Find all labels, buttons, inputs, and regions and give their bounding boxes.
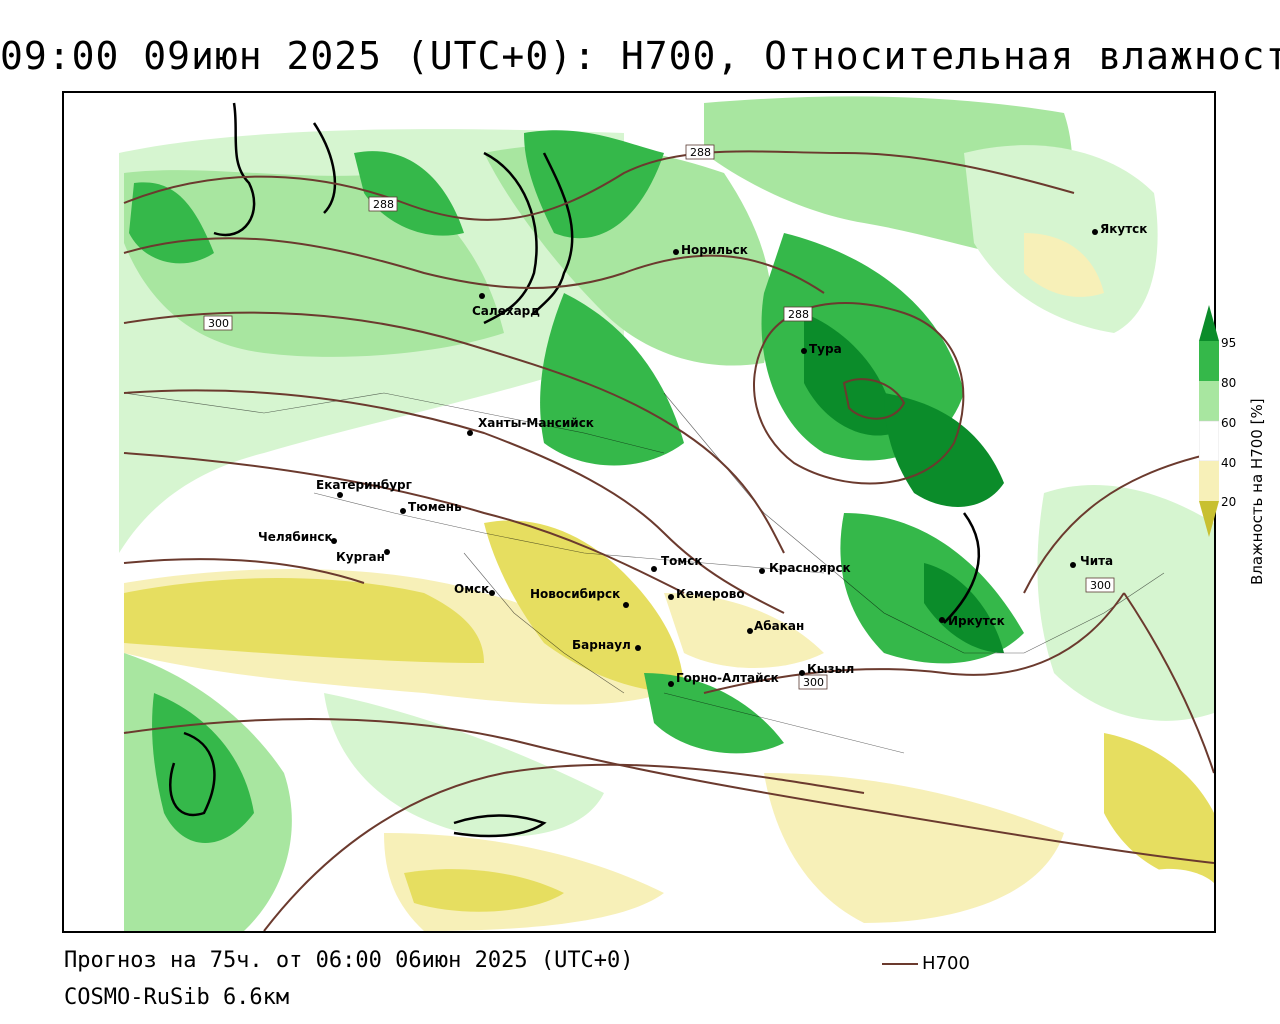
colorbar-tick: 95: [1221, 336, 1236, 350]
city-omsk: Омск: [454, 582, 495, 596]
colorbar-tick: 60: [1221, 416, 1236, 430]
svg-text:Красноярск: Красноярск: [769, 561, 851, 575]
city-gorno-altaysk: Горно-Алтайск: [668, 671, 779, 687]
colorbar-tick: 80: [1221, 376, 1236, 390]
svg-text:300: 300: [208, 317, 229, 330]
svg-text:Салехард: Салехард: [472, 304, 540, 318]
svg-text:Курган: Курган: [336, 550, 385, 564]
contour-legend: H700: [882, 953, 970, 974]
map-canvas: 288 288 300 288 300 300 Якутск Норильск …: [64, 93, 1214, 931]
svg-text:300: 300: [803, 676, 824, 689]
city-barnaul: Барнаул: [572, 638, 641, 652]
svg-text:300: 300: [1090, 579, 1111, 592]
colorbar-tick: 40: [1221, 456, 1236, 470]
svg-text:288: 288: [788, 308, 809, 321]
svg-text:Иркутск: Иркутск: [948, 614, 1005, 628]
city-chelyabinsk: Челябинск: [258, 530, 337, 544]
svg-text:Екатеринбург: Екатеринбург: [316, 478, 412, 492]
city-norilsk: Норильск: [673, 243, 748, 257]
svg-text:Чита: Чита: [1080, 554, 1113, 568]
map-title: 09:00 09июн 2025 (UTC+0): H700, Относите…: [0, 34, 1280, 78]
model-name: COSMO-RuSib 6.6км: [64, 985, 289, 1010]
contour-label-1: 288: [686, 145, 714, 159]
svg-text:Омск: Омск: [454, 582, 489, 596]
contour-label-2: 288: [369, 197, 397, 211]
colorbar-label: Влажность на H700 [%]: [1248, 398, 1266, 585]
svg-text:Барнаул: Барнаул: [572, 638, 631, 652]
svg-text:Норильск: Норильск: [681, 243, 748, 257]
svg-text:Челябинск: Челябинск: [258, 530, 333, 544]
city-kemerovo: Кемерово: [668, 587, 745, 601]
humidity-colorbar: [1199, 305, 1219, 545]
svg-text:Томск: Томск: [661, 554, 703, 568]
forecast-info: Прогноз на 75ч. от 06:00 06июн 2025 (UTC…: [64, 948, 634, 973]
contour-legend-label: H700: [922, 953, 970, 974]
city-abakan: Абакан: [747, 619, 804, 634]
svg-text:Ханты-Мансийск: Ханты-Мансийск: [478, 416, 594, 430]
contour-label-6: 300: [799, 675, 827, 689]
svg-text:Якутск: Якутск: [1100, 222, 1147, 236]
city-kyzyl: Кызыл: [799, 662, 854, 676]
city-krasnoyarsk: Красноярск: [759, 561, 851, 575]
city-kurgan: Курган: [336, 549, 390, 564]
city-yakutsk: Якутск: [1092, 222, 1147, 236]
svg-text:288: 288: [373, 198, 394, 211]
svg-text:Тюмень: Тюмень: [408, 500, 462, 514]
city-tyumen: Тюмень: [400, 500, 462, 514]
colorbar-tick: 20: [1221, 495, 1236, 509]
contour-label-4: 288: [784, 307, 812, 321]
svg-text:Кызыл: Кызыл: [807, 662, 854, 676]
svg-text:Новосибирск: Новосибирск: [530, 587, 620, 601]
svg-text:Горно-Алтайск: Горно-Алтайск: [676, 671, 779, 685]
city-irkutsk: Иркутск: [939, 614, 1005, 628]
map-panel: 288 288 300 288 300 300 Якутск Норильск …: [62, 91, 1216, 933]
contour-label-5: 300: [1086, 578, 1114, 592]
contour-legend-line: [882, 963, 918, 965]
svg-text:Абакан: Абакан: [754, 619, 804, 633]
svg-text:Кемерово: Кемерово: [676, 587, 745, 601]
svg-text:288: 288: [690, 146, 711, 159]
svg-text:Тура: Тура: [809, 342, 842, 356]
contour-label-3: 300: [204, 316, 232, 330]
